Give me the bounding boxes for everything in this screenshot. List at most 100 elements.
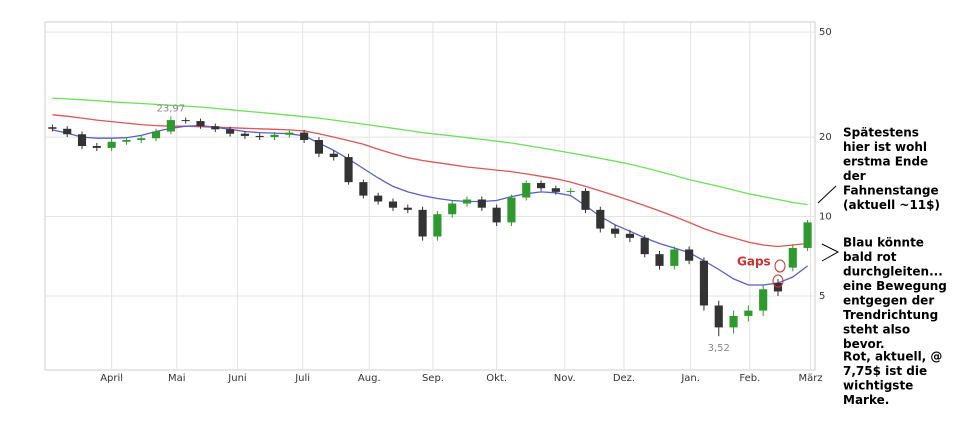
candle-body	[522, 182, 531, 198]
note-line: erstma Ende	[843, 155, 928, 169]
note-line: 7,75$ ist die	[843, 364, 927, 378]
grid	[45, 22, 815, 370]
candle-body	[418, 209, 427, 237]
candle-body	[596, 209, 605, 229]
note-line: steht also	[843, 323, 910, 337]
y-tick-label: 5	[819, 291, 825, 302]
candle-body	[329, 153, 338, 158]
x-tick-label: Juli	[294, 373, 310, 384]
x-tick-label: Jan.	[680, 373, 700, 384]
candle-body	[137, 138, 146, 140]
candle-body	[640, 237, 649, 255]
x-tick-label: Okt.	[486, 373, 507, 384]
candle-body	[566, 190, 575, 192]
pointer	[817, 185, 837, 204]
note-line: bald rot	[843, 250, 897, 264]
candle-body	[685, 249, 694, 261]
marks	[48, 97, 812, 337]
moving-average-line	[52, 124, 808, 286]
candle-body	[803, 222, 812, 248]
candle-body	[714, 305, 723, 328]
x-tick-label: Aug.	[358, 373, 381, 384]
y-tick-label: 20	[819, 132, 832, 143]
candle-body	[63, 128, 72, 135]
note-line: Spätestens	[843, 126, 919, 140]
candle-body	[462, 199, 472, 204]
note-line: Fahnenstange	[843, 184, 939, 198]
note-line: entgegen der	[843, 294, 934, 308]
gaps-label: Gaps	[737, 255, 771, 269]
x-tick-label: Sep.	[422, 373, 444, 384]
high-label: 23,97	[157, 103, 186, 114]
candle-body	[388, 201, 398, 208]
x-tick-label: April	[100, 373, 123, 384]
note-line: durchgleiten...	[843, 265, 943, 279]
candle-body	[196, 121, 205, 127]
candle-body	[285, 132, 294, 135]
gap-circle	[774, 259, 786, 273]
pointer	[821, 243, 840, 262]
candle-body	[492, 207, 501, 223]
candle-body	[240, 133, 249, 136]
candle-body	[551, 188, 560, 192]
note-line: eine Bewegung	[843, 279, 947, 293]
note-line: Rot, aktuell, @	[843, 350, 942, 364]
gap-circle	[772, 274, 784, 288]
candle-body	[655, 254, 664, 266]
candle-body	[77, 134, 87, 147]
candle-body	[270, 134, 279, 138]
x-tick-label: Mai	[168, 373, 186, 384]
candle-body	[166, 120, 175, 132]
candle-body	[122, 139, 131, 142]
note-line: wichtigste	[843, 379, 913, 393]
y-tick-label: 10	[819, 212, 832, 223]
candle-body	[507, 197, 516, 223]
candle-body	[448, 203, 457, 215]
candle-body	[211, 126, 220, 130]
note-line: der	[843, 169, 866, 183]
candle-body	[107, 141, 116, 148]
x-tick-label: März	[798, 373, 822, 384]
low-label: 3,52	[708, 343, 730, 354]
candle-body	[151, 131, 161, 139]
x-tick-label: Juni	[227, 373, 246, 384]
candle-body	[536, 182, 546, 189]
candle-body	[433, 214, 442, 237]
moving-average-line	[52, 114, 808, 248]
candle-body	[581, 190, 590, 210]
candle-body	[255, 135, 264, 138]
y-tick-label: 50	[819, 27, 832, 38]
candle-body	[226, 129, 235, 134]
note-line: Marke.	[843, 393, 889, 407]
candle-body	[181, 120, 190, 122]
note-line: (aktuell ~11$)	[843, 198, 940, 212]
note-line: bevor.	[843, 337, 885, 351]
candle-body	[48, 127, 57, 129]
labels: 5 10 20 50 April Mai Juni Juli Aug. Sep. Okt. Nov. D…	[100, 27, 947, 407]
candle-body	[314, 139, 324, 154]
candle-body	[344, 157, 353, 183]
candle-body	[92, 146, 101, 148]
x-tick-label: Nov.	[554, 373, 576, 384]
x-tick-label: Dez.	[613, 373, 635, 384]
note-line: hier ist wohl	[843, 140, 927, 154]
candle-body	[699, 260, 709, 306]
candle-body	[759, 289, 768, 311]
candle-body	[374, 195, 383, 202]
candle-body	[788, 247, 797, 268]
candle-body	[611, 228, 620, 234]
note-line: Trendrichtung	[843, 308, 938, 322]
candle-body	[300, 132, 309, 140]
candle-body	[625, 233, 634, 238]
plot-frame	[44, 21, 816, 371]
x-tick-label: Feb.	[739, 373, 760, 384]
candle-body	[729, 315, 738, 328]
moving-average-line	[52, 97, 808, 206]
candle-body	[403, 207, 412, 210]
candle-body	[670, 249, 679, 266]
candle-body	[477, 199, 486, 208]
candle-body	[359, 182, 368, 196]
note-line: Blau könnte	[843, 236, 924, 250]
candle-body	[744, 310, 753, 316]
